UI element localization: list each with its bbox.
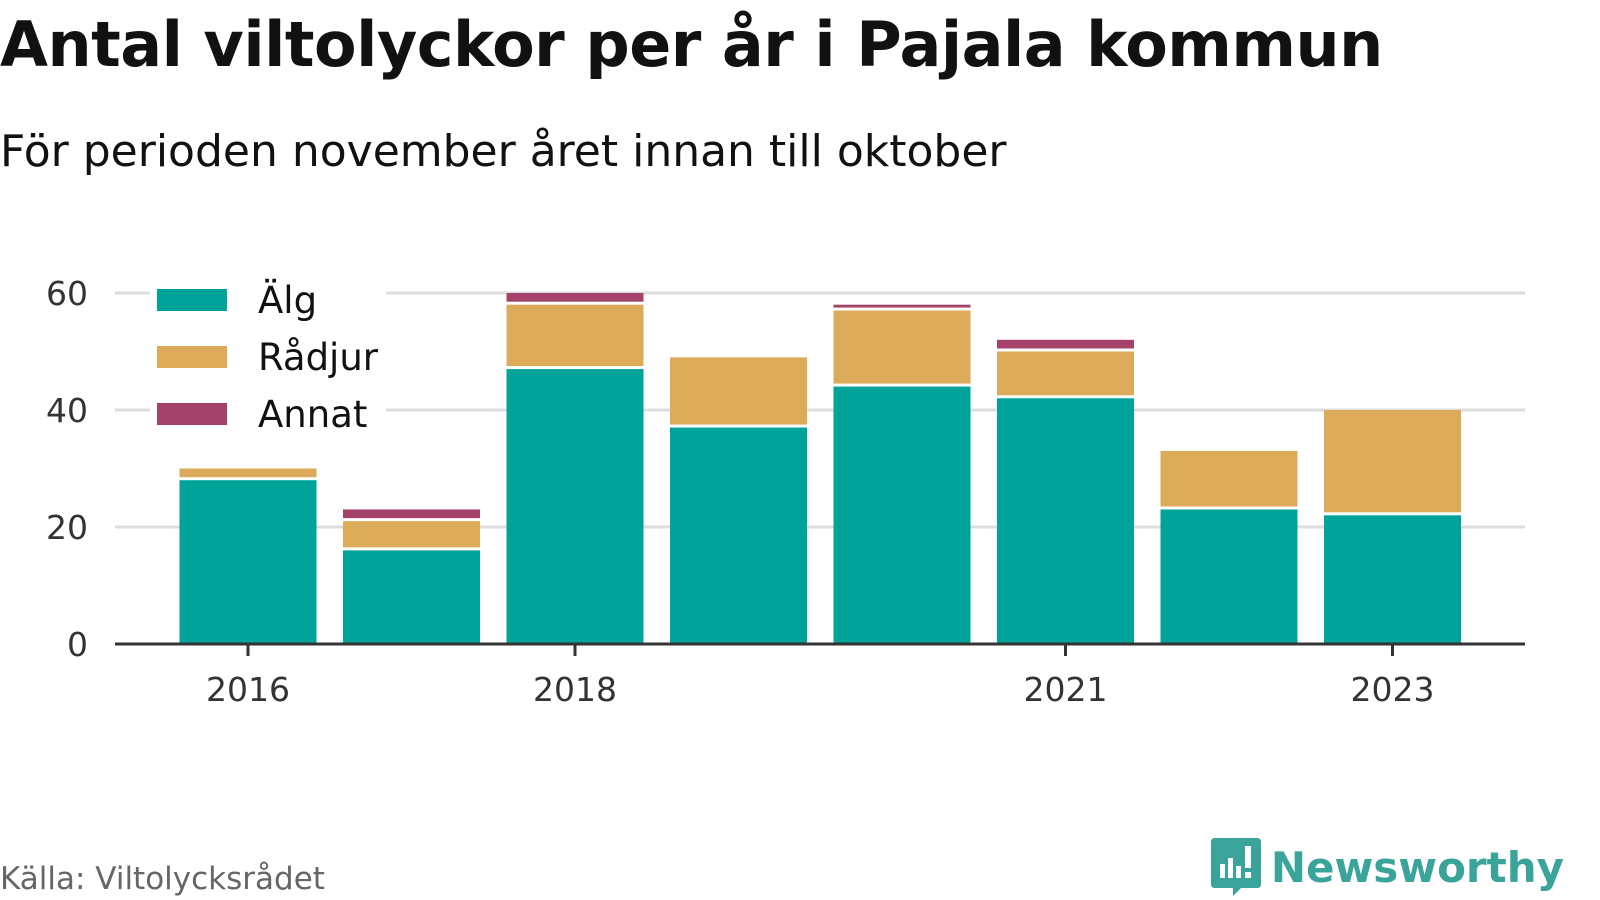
bar-2018-annat xyxy=(506,293,644,302)
bar-2019-älg xyxy=(670,427,807,644)
legend-swatch-rådjur xyxy=(157,346,227,368)
bar-2021-rådjur xyxy=(997,351,1134,396)
axes: 0 20 40 60 2016 2018 2021 2023 xyxy=(46,274,1525,709)
x-tick-label: 2023 xyxy=(1351,670,1435,709)
source-note: Källa: Viltolycksrådet xyxy=(0,861,325,897)
bar-2020-annat xyxy=(833,304,971,308)
legend-label: Älg xyxy=(258,279,317,322)
y-tick-label: 0 xyxy=(67,625,88,664)
bar-2023-rådjur xyxy=(1324,410,1461,513)
bar-2018-rådjur xyxy=(506,304,644,367)
bar-2021-älg xyxy=(997,398,1134,644)
bar-2016-rådjur xyxy=(179,468,317,478)
chart-subtitle: För perioden november året innan till ok… xyxy=(0,126,1007,177)
bar-2021-annat xyxy=(997,339,1134,349)
bars xyxy=(179,293,1461,644)
legend-label: Annat xyxy=(258,393,367,436)
bar-2023-älg xyxy=(1324,515,1461,644)
bar-2017-rådjur xyxy=(343,521,480,548)
bar-2022-rådjur xyxy=(1160,450,1298,507)
x-tick-label: 2018 xyxy=(533,670,617,709)
newsworthy-logo-icon xyxy=(1210,838,1261,896)
bar-2018-älg xyxy=(506,369,644,644)
chart-title: Antal viltolyckor per år i Pajala kommun xyxy=(0,8,1383,81)
legend: Älg Rådjur Annat xyxy=(150,279,386,436)
bar-2019-rådjur xyxy=(670,357,807,425)
x-tick-label: 2016 xyxy=(206,670,290,709)
legend-label: Rådjur xyxy=(258,336,379,379)
x-tick-label: 2021 xyxy=(1024,670,1108,709)
bar-2022-älg xyxy=(1160,509,1298,644)
legend-swatch-annat xyxy=(157,403,227,425)
bar-2017-älg xyxy=(343,550,480,644)
bar-2020-rådjur xyxy=(833,310,971,384)
y-tick-label: 60 xyxy=(46,274,88,313)
legend-swatch-älg xyxy=(157,289,227,311)
brand: Newsworthy xyxy=(1210,838,1564,896)
brand-name: Newsworthy xyxy=(1270,842,1564,892)
bar-2017-annat xyxy=(343,509,480,519)
y-tick-label: 20 xyxy=(46,508,88,547)
y-tick-label: 40 xyxy=(46,391,88,430)
bar-2020-älg xyxy=(833,386,971,644)
bar-2016-älg xyxy=(179,480,317,644)
